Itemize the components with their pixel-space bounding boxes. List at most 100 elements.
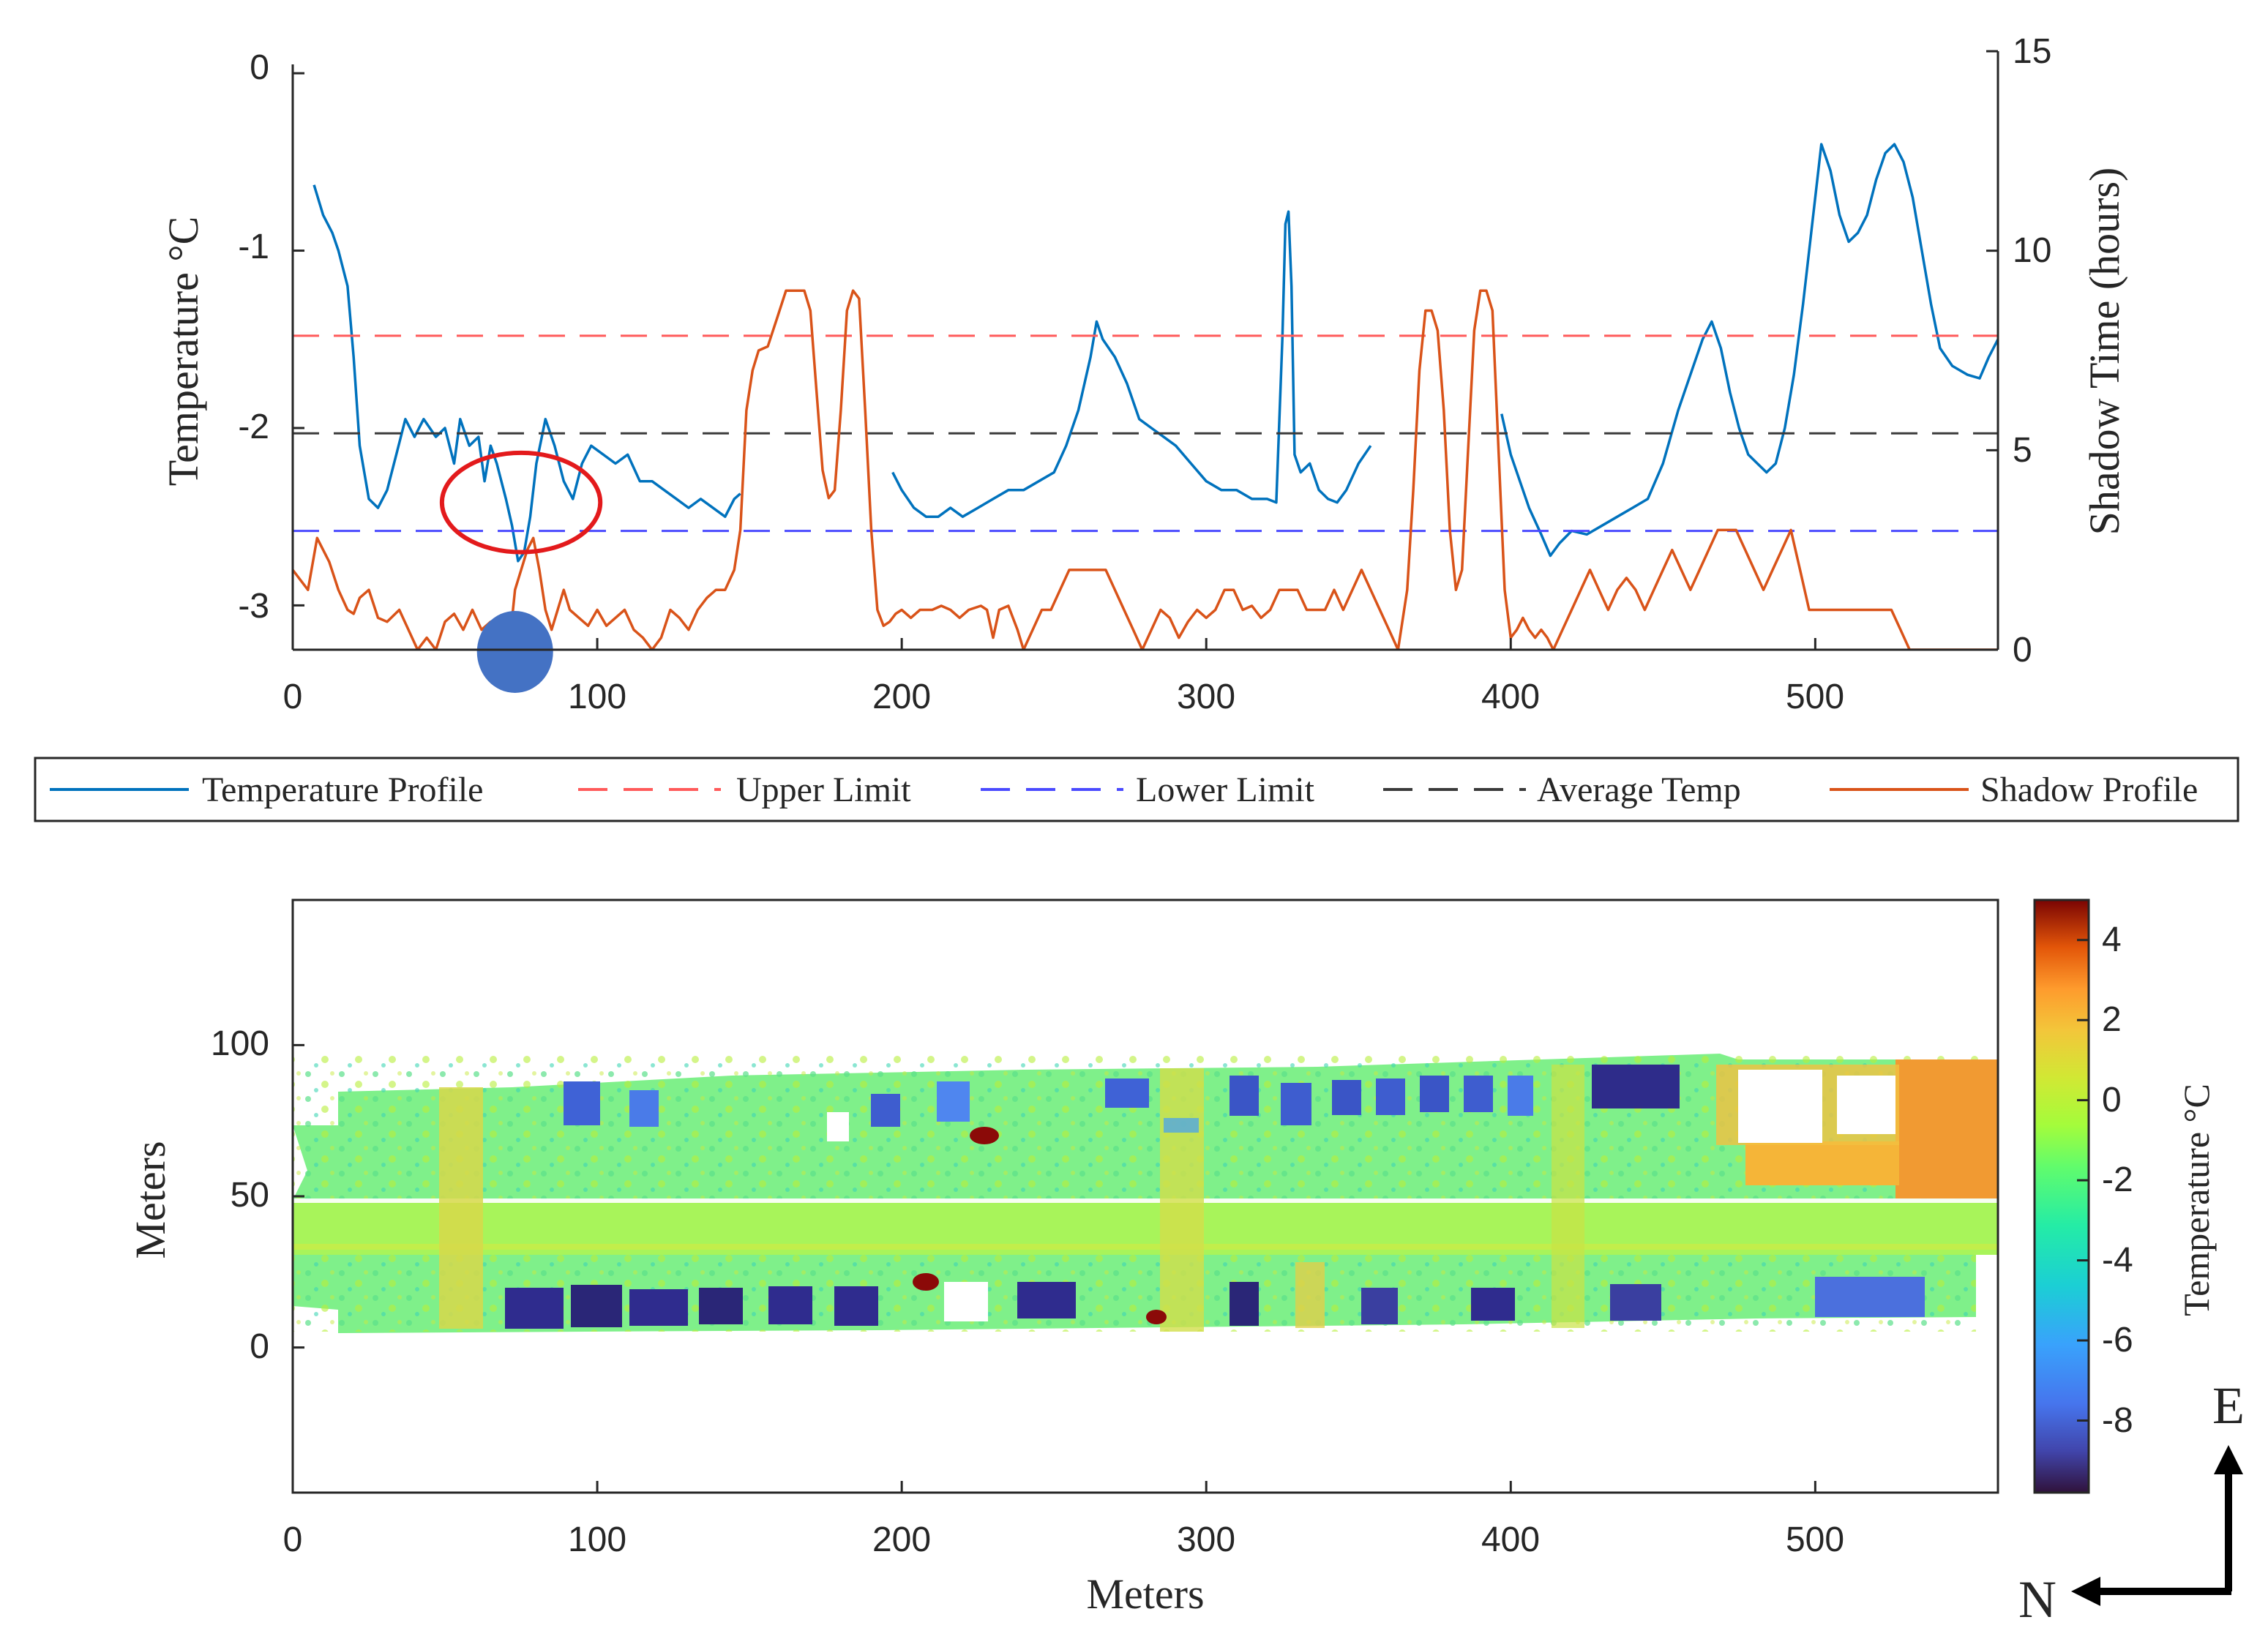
map-cold-block — [834, 1286, 878, 1326]
top-x-tick-label: 200 — [872, 678, 931, 716]
compass-east-arrowhead — [2214, 1445, 2243, 1474]
legend-label-average-temp: Average Temp — [1537, 770, 1741, 809]
thermal-map-chart: 100 50 0 0 100 200 300 400 500 Meters Me… — [127, 898, 1999, 1618]
left-y-tick-label: 0 — [250, 48, 269, 87]
map-y-axis-label: Meters — [127, 1141, 174, 1258]
top-x-tick-label: 500 — [1786, 678, 1844, 716]
map-cold-block — [1815, 1277, 1925, 1317]
left-y-tick-label: -2 — [238, 408, 269, 446]
top-x-tick-label: 100 — [568, 678, 626, 716]
top-x-tick-label: 0 — [283, 678, 303, 716]
colorbar-label: Temperature °C — [2176, 1084, 2217, 1316]
map-nodata — [827, 1112, 849, 1141]
legend-label-temperature-profile: Temperature Profile — [202, 770, 483, 809]
map-y-tick-label: 50 — [231, 1176, 269, 1215]
map-x-tick-label: 100 — [568, 1520, 626, 1559]
map-cold-block — [1376, 1078, 1405, 1115]
map-cold-block — [1164, 1118, 1199, 1133]
right-y-tick-label: 10 — [2013, 231, 2051, 270]
map-cold-block — [629, 1090, 659, 1127]
map-x-tick-label: 500 — [1786, 1520, 1844, 1559]
shadow-profile-line — [293, 289, 1998, 650]
map-texture — [293, 1054, 1998, 1200]
map-nodata — [1738, 1070, 1822, 1143]
map-cross-street — [1295, 1262, 1325, 1328]
colorbar-tick-label: -8 — [2102, 1401, 2133, 1440]
map-hot-spot — [970, 1127, 999, 1144]
map-cold-block — [1471, 1288, 1515, 1321]
map-hot-spot — [1146, 1310, 1167, 1324]
temperature-profile-line — [1500, 143, 1998, 558]
map-warm-area — [1895, 1059, 1998, 1198]
colorbar-tick-label: -2 — [2102, 1160, 2133, 1199]
map-cold-block — [505, 1288, 564, 1329]
top-x-tick-label: 300 — [1177, 678, 1235, 716]
map-cold-block — [1464, 1076, 1493, 1112]
map-road-edge — [293, 1244, 1998, 1250]
right-y-tick-label: 0 — [2013, 631, 2032, 669]
map-cold-block — [629, 1289, 688, 1326]
colorbar-gradient — [2033, 898, 2090, 1494]
map-cross-street — [439, 1087, 483, 1329]
map-cross-street — [1552, 1065, 1584, 1328]
left-y-tick-label: -1 — [238, 228, 269, 266]
map-cold-block — [937, 1081, 970, 1122]
colorbar-tick-marks — [2077, 939, 2089, 1422]
temperature-profile-line — [312, 184, 741, 563]
map-cross-street — [1160, 1068, 1204, 1332]
top-chart-plot-area — [293, 143, 1998, 650]
map-cold-block — [1017, 1282, 1076, 1318]
temperature-shadow-chart: 0 -1 -2 -3 0 5 10 15 0 100 200 300 400 5… — [160, 32, 2128, 716]
compass-north-arrowhead — [2071, 1577, 2100, 1606]
highlight-ellipse — [439, 450, 603, 555]
map-cold-block — [1230, 1076, 1259, 1116]
map-hot-spot — [913, 1273, 939, 1291]
left-y-axis-label: Temperature °C — [160, 217, 207, 487]
top-chart-tick-marks — [291, 50, 1998, 651]
map-cold-block — [699, 1288, 743, 1324]
top-x-tick-label: 400 — [1481, 678, 1540, 716]
map-nodata — [944, 1282, 988, 1321]
map-cold-block — [871, 1094, 900, 1127]
right-y-tick-label: 15 — [2013, 32, 2051, 71]
map-x-tick-label: 200 — [872, 1520, 931, 1559]
map-cold-block — [1420, 1076, 1449, 1112]
map-x-tick-label: 0 — [283, 1520, 303, 1559]
map-cold-block — [571, 1285, 622, 1327]
legend-label-upper-limit: Upper Limit — [736, 770, 911, 809]
colorbar-tick-label: -4 — [2102, 1241, 2133, 1280]
map-y-tick-label: 0 — [250, 1327, 269, 1366]
map-tick-marks — [291, 1043, 1816, 1493]
map-cold-block — [1592, 1065, 1680, 1108]
legend: Temperature Profile Upper Limit Lower Li… — [34, 757, 2239, 822]
colorbar-tick-label: -6 — [2102, 1321, 2133, 1359]
map-warm-area — [1745, 1141, 1899, 1185]
legend-label-shadow-profile: Shadow Profile — [1980, 770, 2198, 809]
colorbar-tick-label: 4 — [2102, 920, 2122, 959]
map-cold-block — [768, 1286, 812, 1324]
legend-label-lower-limit: Lower Limit — [1136, 770, 1315, 809]
map-cold-block — [1332, 1080, 1361, 1115]
map-cold-block — [1361, 1288, 1398, 1324]
colorbar-tick-label: 2 — [2102, 1000, 2122, 1039]
compass-north-label: N — [2018, 1570, 2056, 1629]
map-nodata — [1837, 1076, 1895, 1134]
map-cold-block — [1610, 1284, 1661, 1321]
map-x-axis-label: Meters — [1086, 1570, 1204, 1618]
thermal-map-image — [293, 1054, 1998, 1333]
compass: E N — [2018, 1376, 2245, 1629]
map-cold-block — [1230, 1282, 1259, 1326]
temperature-profile-line — [891, 210, 1372, 518]
right-y-tick-label: 5 — [2013, 431, 2032, 470]
map-y-tick-label: 100 — [211, 1024, 269, 1063]
right-y-axis-label: Shadow Time (hours) — [2081, 168, 2128, 536]
map-road-edge — [293, 1198, 1998, 1203]
colorbar-tick-label: 0 — [2102, 1081, 2122, 1119]
map-cold-block — [1508, 1076, 1533, 1116]
location-marker — [476, 611, 553, 693]
map-cold-block — [1105, 1078, 1149, 1108]
map-cold-block — [564, 1081, 600, 1125]
map-x-tick-label: 300 — [1177, 1520, 1235, 1559]
top-chart-annotations — [439, 450, 603, 693]
